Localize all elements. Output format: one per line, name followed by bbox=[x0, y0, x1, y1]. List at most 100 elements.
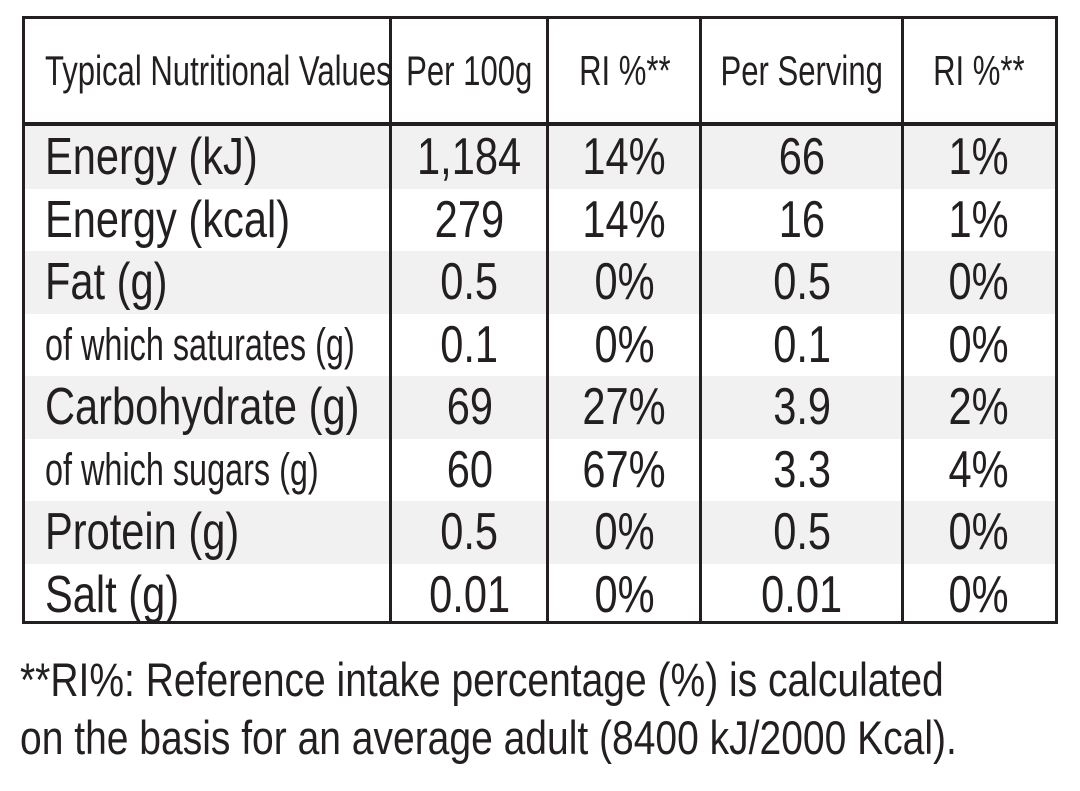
row-label: Carbohydrate (g) bbox=[25, 376, 391, 439]
value-cell-text: 279 bbox=[434, 190, 505, 249]
footnote: on the basis for an average adult (8400 … bbox=[20, 711, 957, 764]
value-cell: 60 bbox=[391, 439, 548, 502]
value-cell-text: 66 bbox=[778, 128, 826, 187]
footnote: **RI%: Reference intake percentage (%) i… bbox=[20, 653, 944, 706]
value-cell-text: 0.5 bbox=[773, 253, 831, 312]
column-rule bbox=[699, 19, 702, 621]
value-cell-text: 4% bbox=[948, 440, 1010, 499]
value-cell: 14% bbox=[548, 189, 701, 252]
value-cell-text: 14% bbox=[582, 190, 667, 249]
value-cell-text: 27% bbox=[582, 378, 667, 437]
row-shade bbox=[25, 251, 1055, 314]
value-cell: 66 bbox=[701, 126, 903, 189]
value-cell: 3.9 bbox=[701, 376, 903, 439]
value-cell: 2% bbox=[903, 376, 1055, 439]
column-rule bbox=[546, 19, 549, 621]
value-cell-text: 0.5 bbox=[773, 503, 831, 562]
value-cell-text: 1% bbox=[948, 128, 1010, 187]
value-cell-text: 1% bbox=[948, 190, 1010, 249]
row-label: Energy (kcal) bbox=[25, 189, 391, 252]
value-cell-text: 14% bbox=[582, 128, 667, 187]
value-cell: 0.1 bbox=[701, 314, 903, 377]
header-cell: RI %** bbox=[903, 19, 1055, 122]
row-label-text: of which saturates (g) bbox=[45, 318, 355, 370]
header-cell-text: RI %** bbox=[933, 46, 1025, 94]
value-cell-text: 0.5 bbox=[440, 253, 499, 312]
value-cell-text: 0.01 bbox=[429, 565, 510, 624]
value-cell-text: 69 bbox=[446, 378, 493, 437]
value-cell: 0% bbox=[903, 501, 1055, 564]
value-cell: 16 bbox=[701, 189, 903, 252]
value-cell-text: 0% bbox=[948, 253, 1010, 312]
value-cell-text: 3.9 bbox=[773, 378, 831, 437]
row-label-text: Fat (g) bbox=[45, 253, 168, 312]
value-cell: 0.5 bbox=[701, 501, 903, 564]
value-cell-text: 0% bbox=[594, 565, 655, 624]
value-cell-text: 0% bbox=[594, 503, 655, 562]
value-cell-text: 3.3 bbox=[773, 440, 831, 499]
header-cell: Typical Nutritional Values bbox=[25, 19, 392, 122]
value-cell-text: 0% bbox=[948, 503, 1010, 562]
nutrition-table: Typical Nutritional Values Per 100g RI %**… bbox=[22, 16, 1058, 624]
value-cell-text: 16 bbox=[778, 190, 826, 249]
column-rule bbox=[901, 19, 904, 621]
value-cell-text: 1,184 bbox=[417, 128, 522, 187]
row-label-text: Salt (g) bbox=[45, 565, 180, 624]
row-shade bbox=[25, 501, 1055, 564]
value-cell-text: 2% bbox=[948, 378, 1010, 437]
value-cell-text: 0% bbox=[594, 253, 655, 312]
value-cell: 279 bbox=[391, 189, 548, 252]
value-cell: 0.01 bbox=[391, 564, 548, 627]
value-cell: 0% bbox=[903, 314, 1055, 377]
value-cell: 0% bbox=[548, 564, 701, 627]
value-cell: 0% bbox=[903, 564, 1055, 627]
row-shade bbox=[25, 376, 1055, 439]
value-cell: 0% bbox=[548, 501, 701, 564]
header-cell-text: Per Serving bbox=[720, 46, 884, 94]
row-shade bbox=[25, 126, 1055, 189]
row-label-text: Protein (g) bbox=[45, 503, 240, 562]
row-label: Fat (g) bbox=[25, 251, 391, 314]
value-cell: 27% bbox=[548, 376, 701, 439]
header-cell-text: RI %** bbox=[578, 46, 671, 94]
header-cell-text: Typical Nutritional Values bbox=[45, 46, 392, 94]
value-cell: 0.01 bbox=[701, 564, 903, 627]
value-cell-text: 0% bbox=[594, 315, 655, 374]
row-label: Protein (g) bbox=[25, 501, 391, 564]
value-cell-text: 67% bbox=[582, 440, 667, 499]
row-label-text: of which sugars (g) bbox=[45, 443, 319, 495]
value-cell: 0.5 bbox=[391, 501, 548, 564]
column-rule bbox=[389, 19, 392, 621]
row-label: of which saturates (g) bbox=[25, 314, 391, 377]
value-cell: 67% bbox=[548, 439, 701, 502]
value-cell-text: 60 bbox=[446, 440, 493, 499]
row-label-text: Energy (kcal) bbox=[45, 190, 291, 249]
value-cell: 14% bbox=[548, 126, 701, 189]
header-cell: Per 100g bbox=[391, 19, 548, 122]
value-cell: 1,184 bbox=[391, 126, 548, 189]
row-label: Energy (kJ) bbox=[25, 126, 391, 189]
value-cell-text: 0.01 bbox=[761, 565, 843, 624]
value-cell: 69 bbox=[391, 376, 548, 439]
row-label-text: Energy (kJ) bbox=[45, 128, 258, 187]
row-label: of which sugars (g) bbox=[25, 439, 391, 502]
header-rule bbox=[25, 122, 1055, 126]
value-cell: 0.5 bbox=[701, 251, 903, 314]
value-cell: 0% bbox=[548, 251, 701, 314]
row-label: Salt (g) bbox=[25, 564, 391, 627]
value-cell-text: 0.5 bbox=[440, 503, 499, 562]
row-label-text: Carbohydrate (g) bbox=[45, 378, 360, 437]
value-cell: 0% bbox=[903, 251, 1055, 314]
header-cell-text: Per 100g bbox=[406, 46, 533, 94]
value-cell: 1% bbox=[903, 126, 1055, 189]
value-cell-text: 0% bbox=[948, 565, 1010, 624]
header-cell: Per Serving bbox=[701, 19, 903, 122]
value-cell: 0.5 bbox=[391, 251, 548, 314]
value-cell-text: 0.1 bbox=[440, 315, 499, 374]
value-cell: 4% bbox=[903, 439, 1055, 502]
value-cell: 0% bbox=[548, 314, 701, 377]
value-cell: 3.3 bbox=[701, 439, 903, 502]
value-cell-text: 0.1 bbox=[773, 315, 831, 374]
value-cell: 1% bbox=[903, 189, 1055, 252]
